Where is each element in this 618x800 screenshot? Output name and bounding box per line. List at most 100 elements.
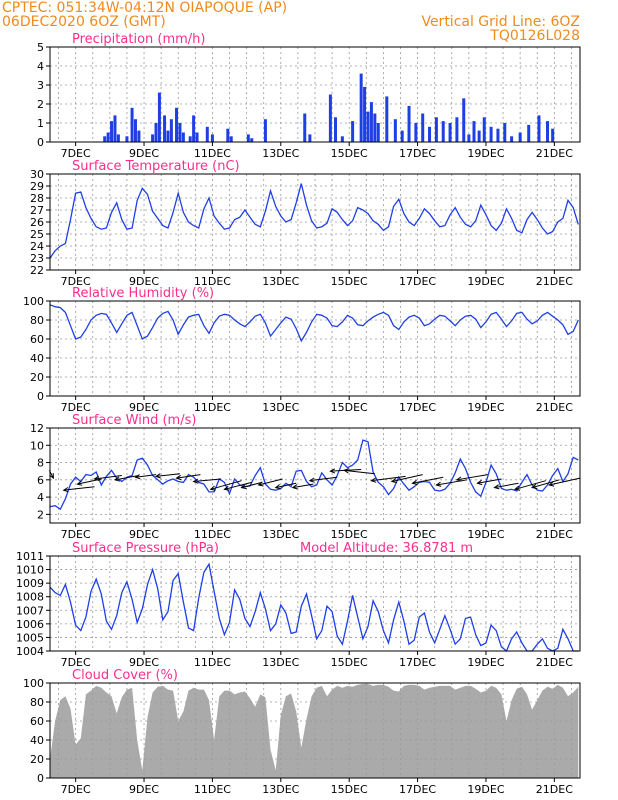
- precip-bar: [434, 117, 438, 142]
- precip-bar: [130, 107, 134, 142]
- wind-arrow-head: [308, 477, 315, 483]
- precip-bar: [334, 117, 338, 142]
- temp-title: Surface Temperature (nC): [72, 159, 240, 174]
- wind-arrow: [342, 468, 375, 475]
- precip-bar: [546, 121, 550, 142]
- precip-bar: [428, 126, 432, 142]
- wind-arrow-head: [455, 476, 462, 482]
- wind-arrow-shaft: [436, 479, 468, 486]
- precip-bar: [510, 136, 514, 142]
- x-tick-label: 11DEC: [194, 528, 231, 541]
- y-tick-label: 1011: [16, 550, 44, 563]
- wind-arrow-shaft: [193, 478, 222, 483]
- precip-bar: [103, 136, 107, 142]
- x-tick-label: 21DEC: [536, 147, 573, 160]
- y-tick-label: 1004: [16, 645, 44, 658]
- precip-bar: [181, 132, 185, 142]
- precip-bar: [328, 94, 332, 142]
- y-tick-label: 10: [30, 439, 44, 452]
- y-tick-label: 1006: [16, 618, 44, 631]
- x-tick-label: 21DEC: [536, 528, 573, 541]
- cloud-panel: 0 20 40 60 80 100 7DEC 9DEC 11DEC 13DEC 15DEC 17DEC…: [23, 668, 581, 796]
- precip-bar: [414, 123, 418, 142]
- precip-bar: [472, 121, 476, 142]
- precip-bar: [188, 136, 192, 142]
- x-tick-label: 19DEC: [467, 401, 504, 414]
- precip-bar: [385, 96, 389, 142]
- wind-arrow-head: [223, 485, 230, 491]
- y-tick-label: 0: [37, 390, 44, 403]
- precip-bar: [210, 134, 214, 142]
- wind-arrow: [223, 481, 252, 491]
- wind-arrow: [113, 475, 139, 482]
- wind-arrow-head: [257, 481, 264, 487]
- x-tick-label: 19DEC: [467, 783, 504, 796]
- precip-bar: [400, 130, 404, 142]
- x-tick-label: 17DEC: [399, 401, 436, 414]
- wind-arrow: [548, 477, 581, 487]
- rh-frame: [49, 300, 581, 397]
- y-tick-label: 60: [30, 333, 44, 346]
- wind-arrow: [513, 480, 546, 491]
- precip-bar: [518, 132, 522, 142]
- y-tick-label: 4: [37, 491, 44, 504]
- y-tick-label: 28: [30, 192, 44, 205]
- temp-series-line: [49, 183, 579, 259]
- wind-arrow: [530, 479, 560, 489]
- cloud-frame: [49, 682, 581, 779]
- x-tick-label: 17DEC: [399, 528, 436, 541]
- wind-arrow-head: [274, 484, 281, 490]
- wind-arrow-head: [476, 479, 483, 486]
- x-tick-label: 13DEC: [262, 275, 299, 288]
- x-tick-label: 11DEC: [194, 275, 231, 288]
- wind-arrow: [390, 474, 423, 484]
- precip-bar: [369, 102, 373, 142]
- x-tick-label: 15DEC: [331, 528, 368, 541]
- precip-bar: [340, 136, 344, 142]
- wind-arrow-shaft: [135, 474, 157, 478]
- x-tick-label: 11DEC: [194, 783, 231, 796]
- precip-bar: [393, 119, 397, 142]
- y-tick-label: 1008: [16, 591, 44, 604]
- wind-arrow-head: [134, 474, 141, 480]
- x-tick-label: 9DEC: [129, 656, 159, 669]
- x-tick-label: 13DEC: [262, 528, 299, 541]
- y-tick-label: 100: [23, 677, 44, 690]
- wind-arrow-head: [113, 476, 120, 482]
- wind-arrow: [455, 474, 488, 482]
- wind-arrow-shaft: [344, 469, 375, 475]
- precip-bar: [421, 113, 425, 142]
- cloud-title: Cloud Cover (%): [72, 668, 178, 683]
- precip-bar: [175, 107, 179, 142]
- precip-bar: [551, 128, 555, 142]
- wind-series-line: [49, 439, 579, 511]
- wind-arrow-shaft: [549, 477, 581, 486]
- precip-bar: [376, 123, 380, 142]
- precip-bar: [113, 115, 117, 142]
- y-tick-label: 30: [30, 168, 44, 181]
- precip-bar: [462, 98, 466, 142]
- y-tick-label: 5: [37, 41, 44, 54]
- wind-arrow-head: [390, 478, 397, 484]
- wind-arrow-shaft: [94, 475, 122, 480]
- wind-arrow-head: [209, 485, 216, 491]
- precip-bar: [527, 124, 531, 142]
- wind-arrow-shaft: [531, 479, 560, 489]
- precip-bar: [250, 138, 254, 142]
- x-tick-label: 21DEC: [536, 401, 573, 414]
- x-tick-label: 17DEC: [399, 656, 436, 669]
- wind-panel: 2 4 6 8 10 12 7DEC 9DEC 11DEC 13DEC 15DEC 17DEC 19DE…: [30, 413, 581, 541]
- wind-arrow-shaft: [176, 474, 201, 479]
- wind-arrow-shaft: [477, 478, 502, 484]
- precip-bar: [166, 130, 170, 142]
- precip-bar: [157, 92, 161, 142]
- x-tick-label: 7DEC: [61, 783, 91, 796]
- y-tick-label: 40: [30, 352, 44, 365]
- precip-panel: 0 1 2 3 4 5 7DEC 9DEC 11DEC 13DEC 15DEC 17DEC 19DEC 2…: [37, 32, 581, 160]
- y-tick-label: 27: [30, 204, 44, 217]
- wind-arrow-head: [49, 473, 54, 480]
- wind-arrow: [291, 483, 314, 490]
- wind-arrow-head: [76, 480, 83, 486]
- pressure-frame: [49, 555, 581, 652]
- precip-bar: [205, 126, 209, 142]
